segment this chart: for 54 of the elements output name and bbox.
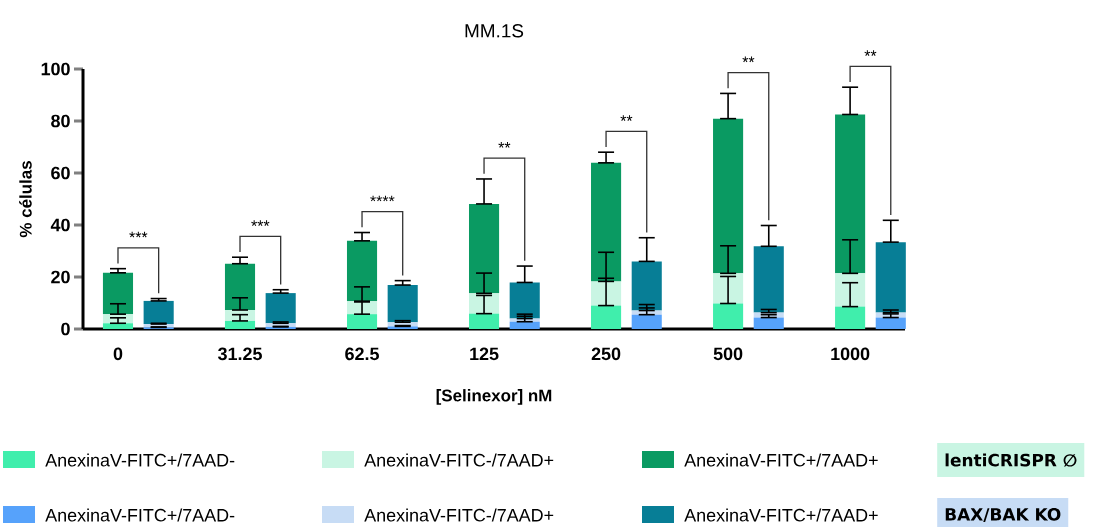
bar	[835, 306, 866, 329]
x-tick-label: 31.25	[217, 347, 262, 361]
x-tick-label: 125	[470, 347, 499, 361]
y-tick-label: 100	[41, 62, 70, 76]
x-tick-label: 500	[713, 347, 743, 361]
bar	[143, 300, 174, 325]
bar	[875, 242, 906, 313]
bar	[835, 114, 866, 274]
bar	[346, 314, 378, 329]
bar	[713, 303, 744, 329]
y-tick-label: 0	[61, 322, 70, 336]
legend-label: AnexinaV-FITC+/7AAD-	[45, 508, 235, 522]
y-tick-label: 40	[50, 218, 70, 232]
y-tick-label: 60	[51, 166, 70, 180]
annotation: ***	[129, 231, 148, 238]
x-tick-label: 0	[113, 347, 123, 361]
bar	[224, 263, 256, 310]
bar	[753, 317, 784, 329]
text: **	[742, 56, 755, 63]
bar	[102, 323, 134, 329]
x-axis-title: [Selinexor] nM	[436, 389, 552, 405]
x-tick-label: 62.5	[345, 347, 379, 361]
y-tick-label: 80	[51, 114, 70, 128]
annotation: ****	[370, 195, 395, 202]
annotation: ***	[251, 220, 270, 226]
legend-label: AnexinaV-FITC-/7AAD+	[364, 508, 554, 522]
legend-label: AnexinaV-FITC+/7AAD-	[45, 453, 235, 467]
annotation: **	[620, 115, 633, 121]
y-axis-title: % células	[19, 161, 32, 238]
bar	[753, 246, 784, 313]
bar	[713, 118, 744, 274]
bar	[468, 203, 500, 294]
bar	[631, 314, 662, 329]
text: BAX/BAK KO	[945, 507, 1061, 523]
text: lentiCRISPR ∅	[945, 453, 1077, 467]
chart-title: MM.1S	[465, 24, 524, 38]
bar	[591, 162, 622, 282]
x-tick-label: 250	[591, 347, 621, 361]
bar	[387, 285, 418, 323]
annotation: **	[498, 142, 511, 148]
legend-label: AnexinaV-FITC+/7AAD+	[684, 453, 878, 467]
text: **	[864, 50, 877, 56]
x-tick-label: 1000	[831, 347, 870, 361]
bar	[346, 240, 378, 302]
legend-label: AnexinaV-FITC-/7AAD+	[364, 453, 554, 467]
bar	[468, 313, 500, 329]
bar	[102, 272, 134, 315]
legend-label: AnexinaV-FITC+/7AAD+	[684, 508, 878, 522]
bar	[875, 317, 906, 329]
bar	[509, 282, 540, 319]
bar	[591, 305, 622, 329]
y-tick-label: 20	[51, 270, 70, 284]
bar	[631, 261, 662, 311]
bar	[224, 320, 256, 329]
